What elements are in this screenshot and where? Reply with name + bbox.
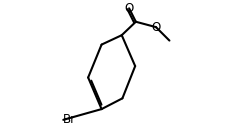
Text: O: O xyxy=(124,2,133,15)
Text: Br: Br xyxy=(63,113,76,126)
Text: O: O xyxy=(151,21,160,34)
